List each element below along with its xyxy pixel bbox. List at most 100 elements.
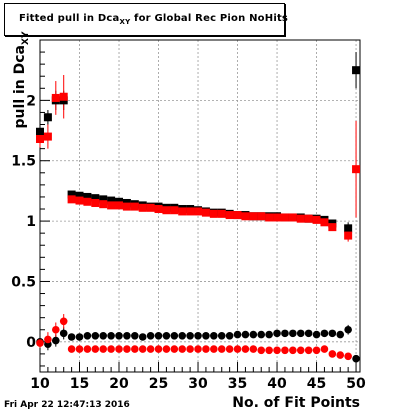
data-point-square bbox=[217, 209, 226, 218]
data-point-square bbox=[83, 197, 92, 206]
data-point-circle bbox=[233, 345, 242, 353]
data-point-circle bbox=[194, 345, 202, 353]
data-point-circle bbox=[202, 345, 210, 353]
data-point-square bbox=[130, 202, 139, 211]
title-prefix: Fitted pull in Dca bbox=[19, 13, 120, 24]
data-point-circle bbox=[265, 330, 273, 339]
data-point-circle bbox=[170, 345, 179, 353]
data-point-square bbox=[83, 192, 92, 201]
marker-layer bbox=[36, 66, 361, 363]
data-point-circle bbox=[162, 331, 171, 340]
data-point-circle bbox=[146, 331, 155, 340]
y-axis-label: pull in DcaXY bbox=[12, 20, 31, 140]
data-point-square bbox=[170, 206, 179, 215]
data-point-circle bbox=[320, 345, 329, 353]
data-point-circle bbox=[281, 346, 289, 355]
x-tick-label: 30 bbox=[188, 376, 208, 392]
data-point-square bbox=[320, 218, 329, 227]
data-point-circle bbox=[344, 352, 352, 361]
x-tick-label: 40 bbox=[267, 376, 287, 392]
data-point-circle bbox=[59, 329, 68, 338]
data-point-square bbox=[51, 93, 60, 102]
x-tick-label: 20 bbox=[109, 376, 129, 392]
title-box: Fitted pull in DcaXY for Global Rec Pion… bbox=[4, 3, 288, 36]
data-point-circle bbox=[257, 346, 266, 355]
data-point-circle bbox=[138, 345, 147, 353]
data-point-square bbox=[201, 208, 210, 217]
data-point-square bbox=[296, 214, 305, 223]
data-point-circle bbox=[83, 331, 92, 340]
data-point-square bbox=[273, 213, 282, 222]
data-point-circle bbox=[107, 331, 115, 340]
data-point-circle bbox=[210, 345, 218, 353]
data-point-circle bbox=[304, 329, 313, 338]
data-point-circle bbox=[146, 345, 155, 353]
data-point-square bbox=[328, 223, 337, 232]
data-point-square bbox=[304, 214, 313, 223]
y-tick-label: 0.5 bbox=[11, 274, 36, 290]
x-tick-label: 45 bbox=[307, 376, 326, 392]
data-point-circle bbox=[304, 346, 313, 355]
data-point-circle bbox=[328, 329, 337, 338]
data-point-circle bbox=[52, 325, 60, 334]
data-point-circle bbox=[138, 333, 147, 341]
title-suffix: for Global Rec Pion NoHits bbox=[134, 13, 289, 24]
data-point-circle bbox=[44, 335, 52, 344]
data-point-circle bbox=[241, 330, 250, 339]
data-point-circle bbox=[328, 350, 337, 358]
data-point-circle bbox=[296, 346, 305, 355]
data-point-circle bbox=[336, 351, 345, 359]
data-point-square bbox=[225, 211, 234, 220]
y-label-main: pull in Dca bbox=[12, 45, 28, 129]
data-point-circle bbox=[75, 333, 84, 341]
data-point-circle bbox=[99, 331, 108, 340]
data-point-square bbox=[43, 113, 52, 122]
data-point-circle bbox=[217, 345, 226, 353]
data-point-square bbox=[122, 202, 131, 211]
data-point-square bbox=[154, 205, 163, 214]
data-point-circle bbox=[296, 329, 305, 338]
data-point-square bbox=[265, 213, 274, 222]
data-point-circle bbox=[162, 345, 171, 353]
data-point-circle bbox=[107, 345, 115, 353]
data-point-square bbox=[67, 195, 76, 204]
data-point-circle bbox=[154, 331, 163, 340]
data-point-square bbox=[99, 195, 108, 204]
data-point-square bbox=[352, 66, 361, 75]
data-point-circle bbox=[131, 345, 139, 353]
data-point-square bbox=[257, 212, 266, 221]
chart-title: Fitted pull in DcaXY for Global Rec Pion… bbox=[19, 13, 288, 26]
data-point-circle bbox=[178, 345, 187, 353]
data-point-circle bbox=[59, 317, 68, 326]
data-point-square bbox=[209, 209, 218, 218]
data-point-circle bbox=[352, 354, 360, 363]
data-point-circle bbox=[131, 331, 139, 340]
x-tick-label: 25 bbox=[149, 376, 168, 392]
data-point-square bbox=[91, 194, 100, 203]
data-point-square bbox=[194, 207, 203, 216]
data-point-square bbox=[107, 196, 116, 205]
data-point-circle bbox=[115, 331, 123, 340]
data-point-circle bbox=[233, 330, 242, 339]
data-point-circle bbox=[202, 331, 210, 340]
data-point-square bbox=[36, 134, 44, 143]
data-point-circle bbox=[91, 331, 100, 340]
tick-label-layer: 10 15 20 25 30 35 40 45 50 0 0.5 1 1.5 2 bbox=[11, 93, 366, 392]
data-point-circle bbox=[67, 345, 76, 353]
data-point-square bbox=[107, 201, 116, 210]
data-point-circle bbox=[257, 330, 266, 339]
data-point-circle bbox=[52, 336, 60, 345]
data-point-circle bbox=[91, 345, 100, 353]
data-point-square bbox=[67, 190, 76, 199]
x-tick-label: 50 bbox=[346, 376, 366, 392]
data-point-square bbox=[186, 207, 195, 216]
x-tick-label: 10 bbox=[30, 376, 50, 392]
data-point-circle bbox=[123, 345, 131, 353]
data-point-square bbox=[312, 215, 321, 224]
data-point-circle bbox=[312, 346, 321, 355]
data-point-circle bbox=[249, 330, 258, 339]
data-point-circle bbox=[170, 331, 179, 340]
data-point-circle bbox=[217, 331, 226, 340]
data-point-circle bbox=[273, 346, 281, 355]
data-point-circle bbox=[225, 331, 234, 340]
